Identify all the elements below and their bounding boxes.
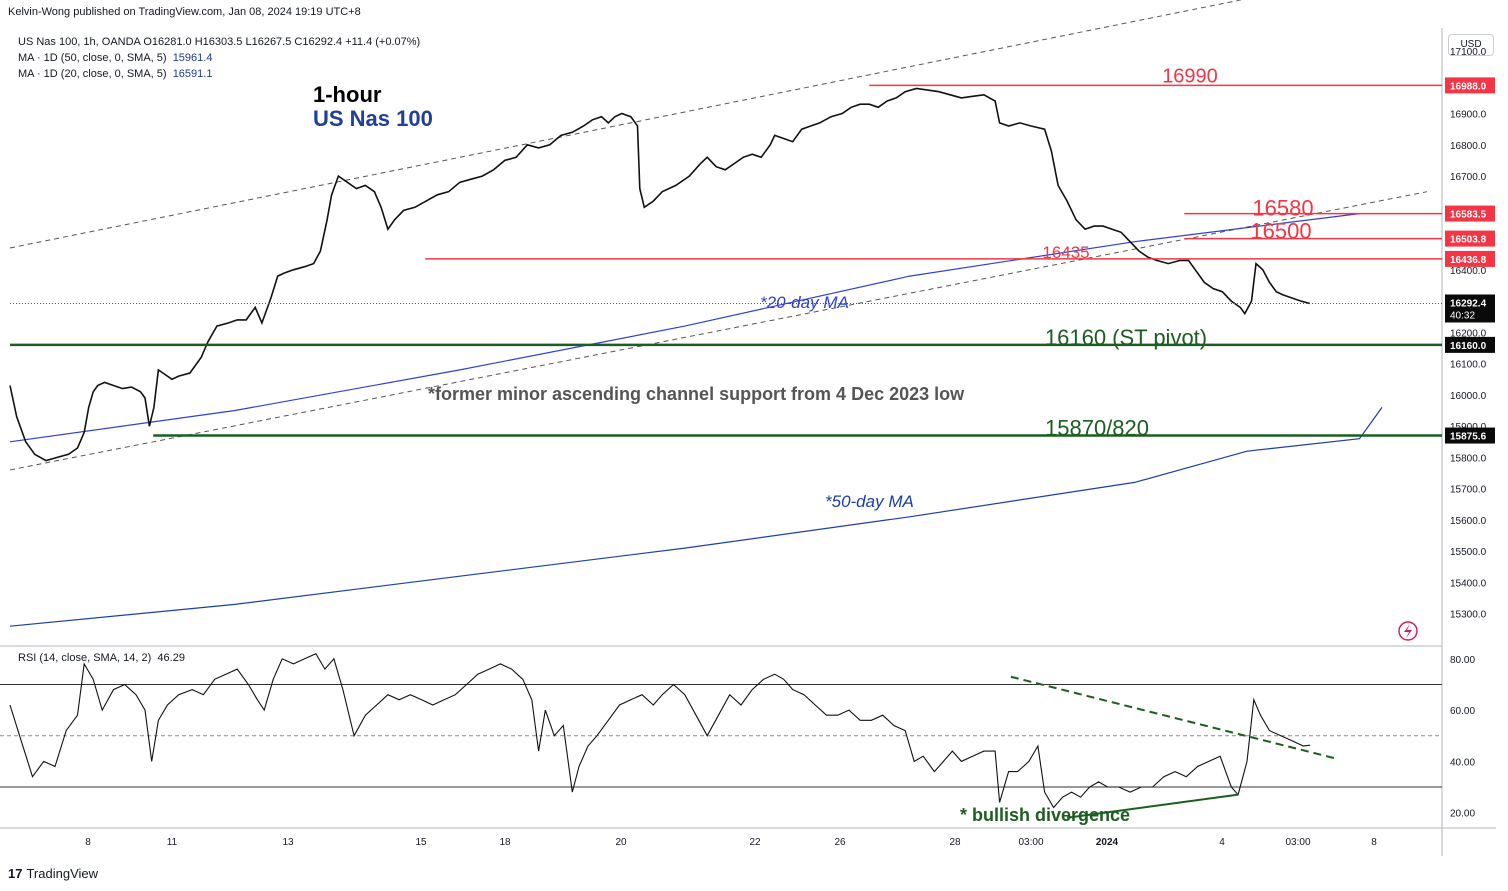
rsi-legend[interactable]: RSI (14, close, SMA, 14, 2) 46.29 [18, 652, 185, 664]
time-tick-label: 4 [1219, 837, 1225, 848]
lightning-icon[interactable] [1398, 621, 1418, 641]
level-price-tag-text: 16583.5 [1450, 210, 1487, 221]
time-tick-label: 28 [949, 837, 961, 848]
level-price-tag [1445, 77, 1495, 94]
rsi-support-trendline[interactable] [1066, 793, 1239, 819]
level-label: 15870/820 [1045, 416, 1149, 441]
time-tick-label: 26 [834, 837, 846, 848]
price-tick-label: 15600.0 [1450, 516, 1487, 527]
rsi-pane[interactable]: 80.00 60.00 40.00 20.00 * bullish divergence [0, 652, 1475, 825]
tradingview-footer[interactable]: 17 TradingView [8, 866, 98, 881]
publisher-text: Kelvin-Wong published on TradingView.com… [8, 6, 361, 18]
time-tick-label: 8 [1371, 837, 1377, 848]
price-tick-label: 16400.0 [1450, 266, 1487, 277]
level-label: 16160 (ST pivot) [1045, 325, 1207, 350]
ma20-line[interactable] [9, 213, 1360, 443]
price-series[interactable] [9, 87, 1311, 462]
price-tick-label: 17100.0 [1450, 47, 1487, 58]
bullish-divergence-annotation: * bullish divergence [960, 805, 1130, 825]
time-axis[interactable]: 8 11 13 15 18 20 22 26 28 03:00 2024 4 03:00 8 [85, 837, 1377, 848]
time-tick-label: 03:00 [1285, 837, 1310, 848]
time-tick-label: 2024 [1096, 837, 1119, 848]
level-price-tag-text: 16988.0 [1450, 81, 1487, 92]
rsi-tick-label: 40.00 [1450, 757, 1475, 768]
level-label: 16990 [1162, 65, 1218, 87]
rsi-legend-label: RSI (14, close, SMA, 14, 2) [18, 652, 152, 664]
rsi-resistance-trendline[interactable] [1010, 675, 1338, 760]
channel-lower-line[interactable] [9, 191, 1428, 471]
level-price-tag [1445, 250, 1495, 267]
price-pane[interactable]: 17100.0 16900.0 16800.0 16700.0 16400.0 16200… [0, 0, 1496, 856]
channel-annotation: *former minor ascending channel support … [428, 384, 965, 404]
time-tick-label: 11 [167, 837, 178, 848]
last-price-tag [1445, 294, 1495, 323]
level-price-tag [1445, 427, 1495, 444]
tradingview-brand: TradingView [26, 866, 99, 881]
price-tick-label: 16200.0 [1450, 328, 1487, 339]
time-tick-label: 03:00 [1018, 837, 1043, 848]
level-label: 16580 [1252, 196, 1313, 221]
ma50-legend[interactable]: MA · 1D (50, close, 0, SMA, 5) 15961.4 [18, 52, 212, 64]
ma50-line[interactable] [9, 407, 1383, 627]
ma50-legend-value: 15961.4 [172, 52, 213, 64]
rsi-legend-value: 46.29 [157, 652, 185, 664]
countdown-text: 40:32 [1450, 310, 1475, 321]
rsi-tick-label: 60.00 [1450, 706, 1475, 717]
ma20-legend-value: 16591.1 [172, 68, 213, 80]
rsi-tick-label: 80.00 [1450, 655, 1475, 666]
level-price-tag [1445, 205, 1495, 222]
price-tick-label: 16800.0 [1450, 141, 1487, 152]
time-tick-label: 20 [615, 837, 627, 848]
price-tick-label: 15300.0 [1450, 610, 1487, 621]
price-tick-label: 16000.0 [1450, 391, 1487, 402]
level-label: 16500 [1250, 219, 1311, 244]
level-price-tag-text: 16160.0 [1450, 341, 1487, 352]
level-price-tag-text: 16436.8 [1450, 255, 1487, 266]
ma50-legend-label: MA · 1D (50, close, 0, SMA, 5) [18, 52, 167, 64]
ma50-annotation: *50-day MA [825, 492, 914, 511]
level-price-tag [1445, 230, 1495, 247]
price-tick-label: 16100.0 [1450, 360, 1487, 371]
time-tick-label: 15 [415, 837, 427, 848]
level-price-tag-text: 16503.8 [1450, 235, 1487, 246]
chart-subtitle: US Nas 100 [313, 106, 433, 131]
price-tick-label: 15700.0 [1450, 485, 1487, 496]
rsi-line[interactable] [9, 652, 1311, 809]
level-price-tag [1445, 336, 1495, 353]
symbol-info[interactable]: US Nas 100, 1h, OANDA O16281.0 H16303.5 … [18, 36, 421, 48]
price-tick-label: 16900.0 [1450, 110, 1487, 121]
time-tick-label: 18 [499, 837, 511, 848]
last-price-tag-text: 16292.4 [1450, 298, 1487, 309]
price-tick-label: 15500.0 [1450, 547, 1487, 558]
tradingview-logo-icon: 17 [8, 866, 23, 881]
level-label: 16435 [1042, 243, 1089, 262]
price-tick-label: 15800.0 [1450, 453, 1487, 464]
time-tick-label: 13 [282, 837, 294, 848]
level-price-tag-text: 15875.6 [1450, 432, 1487, 443]
ma20-legend[interactable]: MA · 1D (20, close, 0, SMA, 5) 16591.1 [18, 68, 212, 80]
time-tick-label: 22 [749, 837, 761, 848]
ma20-legend-label: MA · 1D (20, close, 0, SMA, 5) [18, 68, 167, 80]
ma20-annotation: *20-day MA [760, 293, 849, 312]
currency-button[interactable]: USD [1448, 34, 1494, 56]
channel-upper-line[interactable] [9, 0, 1360, 249]
time-tick-label: 8 [85, 837, 91, 848]
price-tick-label: 16700.0 [1450, 172, 1487, 183]
rsi-tick-label: 20.00 [1450, 809, 1475, 820]
lightning-icon-glyph [1404, 624, 1412, 638]
chart-title: 1-hour [313, 82, 382, 107]
price-tick-label: 15400.0 [1450, 578, 1487, 589]
